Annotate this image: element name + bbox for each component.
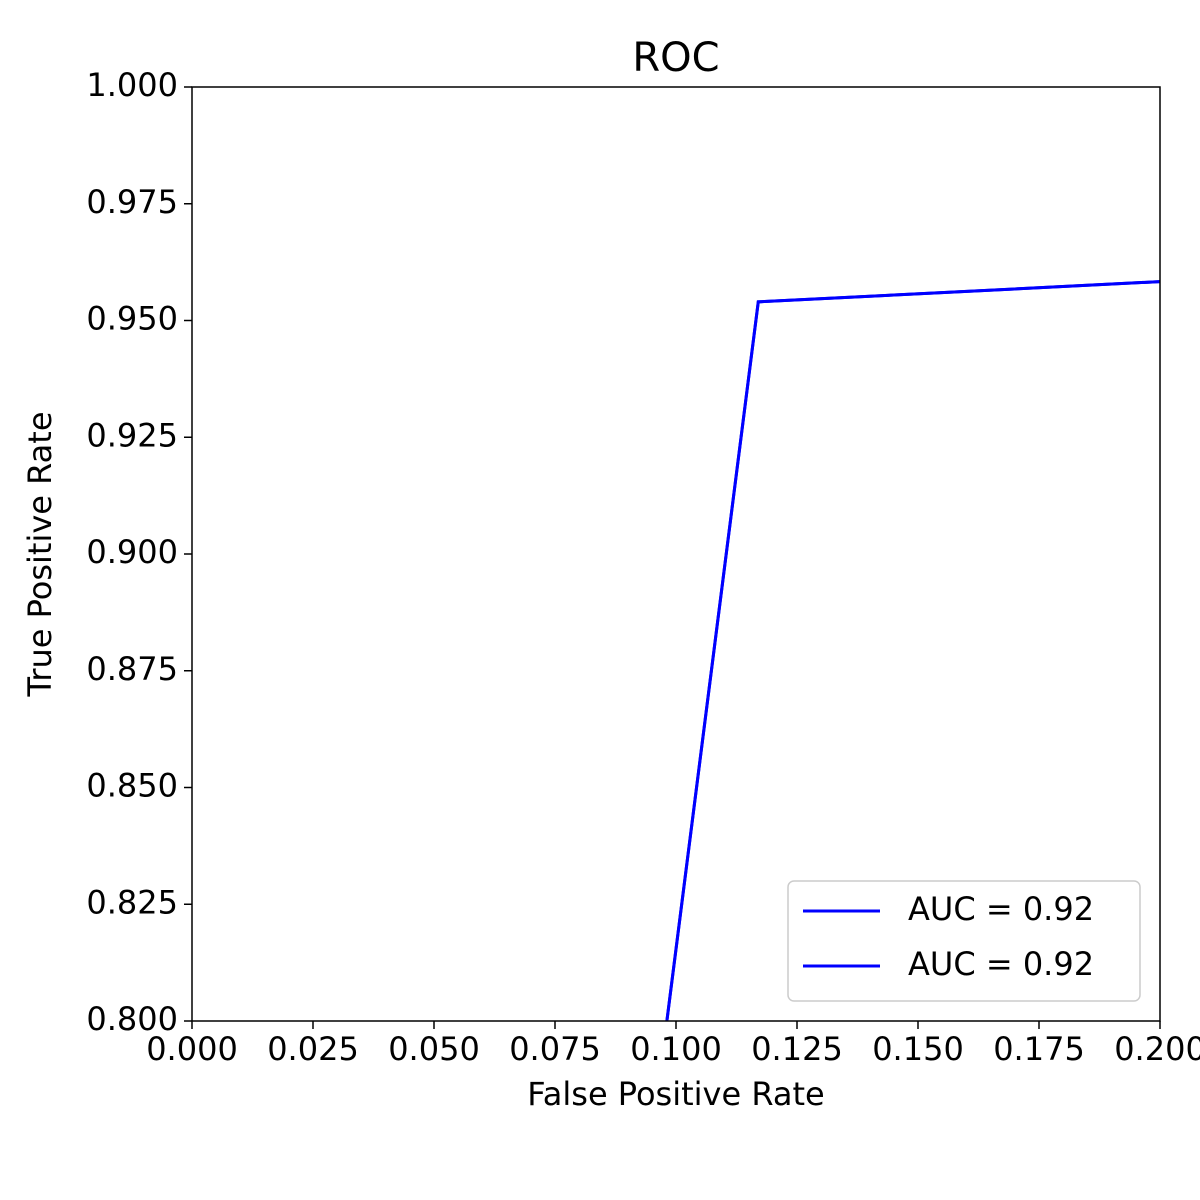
chart-title: ROC	[632, 35, 719, 81]
y-tick-label: 0.950	[86, 300, 178, 338]
x-tick-label: 0.025	[267, 1030, 359, 1068]
line	[665, 280, 1160, 1021]
x-tick-label: 0.100	[630, 1030, 722, 1068]
x-tick-label: 0.125	[751, 1030, 843, 1068]
x-tick-label: 0.200	[1114, 1030, 1200, 1068]
y-tick-label: 0.825	[86, 883, 178, 921]
x-tick-label: 0.150	[872, 1030, 964, 1068]
y-axis-label: True Positive Rate	[21, 411, 59, 697]
x-tick-label: 0.075	[509, 1030, 601, 1068]
x-tick-label: 0.050	[388, 1030, 480, 1068]
y-tick-label: 0.900	[86, 533, 178, 571]
axes-frame	[191, 86, 1161, 1022]
legend-label: AUC = 0.92	[908, 945, 1094, 983]
y-tick-label: 0.800	[86, 1000, 178, 1038]
x-tick-label: 0.000	[146, 1030, 238, 1068]
x-tick-label: 0.175	[993, 1030, 1085, 1068]
y-tick-label: 0.975	[86, 183, 178, 221]
y-tick-label: 0.875	[86, 650, 178, 688]
y-tick-label: 1.000	[86, 66, 178, 104]
legend-label: AUC = 0.92	[908, 890, 1094, 928]
y-tick-label: 0.850	[86, 767, 178, 805]
y-tick-label: 0.925	[86, 416, 178, 454]
x-axis-label: False Positive Rate	[527, 1075, 824, 1113]
plot-area	[665, 280, 1160, 1021]
